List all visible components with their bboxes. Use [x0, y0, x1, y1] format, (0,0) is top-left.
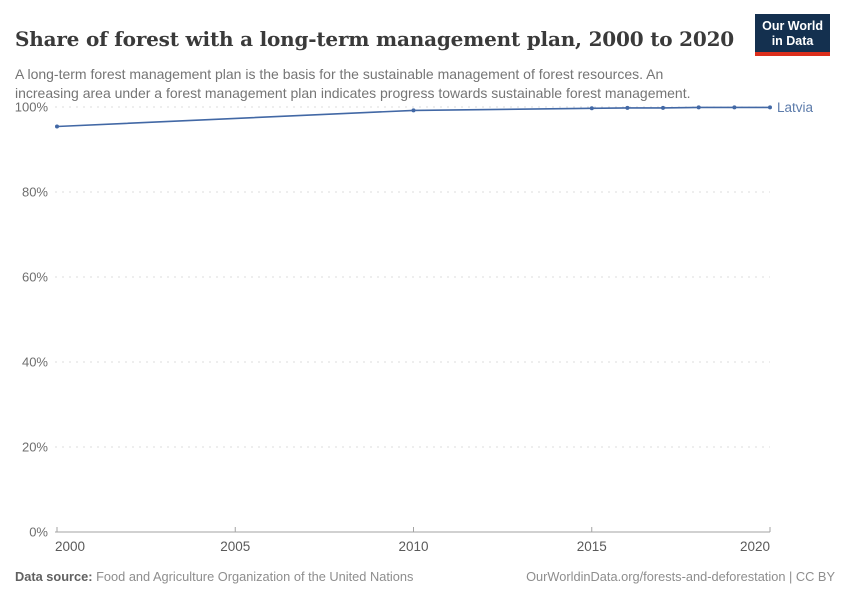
y-tick-label-0: 0% [29, 525, 48, 540]
series-line-latvia[interactable] [56, 106, 771, 128]
x-tick-label-2020: 2020 [740, 539, 770, 554]
owid-logo-line2: in Data [771, 33, 814, 48]
x-tick-label-2000: 2000 [55, 539, 85, 554]
x-tick-label-2005: 2005 [220, 539, 250, 554]
owid-logo[interactable]: Our World in Data [755, 14, 830, 56]
data-point-latvia-2018[interactable] [696, 105, 701, 110]
y-tick-label-20: 20% [22, 440, 48, 455]
series-label-latvia[interactable]: Latvia [777, 100, 814, 115]
data-point-latvia-2017[interactable] [661, 105, 665, 110]
data-point-latvia-2019[interactable] [732, 105, 737, 110]
y-tick-label-60: 60% [22, 270, 48, 285]
data-point-latvia-2000[interactable] [55, 124, 59, 129]
y-tick-label-80: 80% [22, 185, 48, 200]
data-point-latvia-2015[interactable] [589, 106, 594, 111]
y-tick-label-40: 40% [22, 355, 48, 370]
x-tick-label-2010: 2010 [398, 539, 428, 554]
x-tick-label-2015: 2015 [577, 539, 607, 554]
data-point-latvia-2016[interactable] [625, 105, 630, 110]
data-source-label: Data source: [15, 569, 93, 584]
attribution-link[interactable]: OurWorldinData.org/forests-and-deforesta… [526, 569, 835, 584]
page-title: Share of forest with a long-term managem… [15, 27, 735, 52]
owid-logo-line1: Our World [762, 19, 823, 33]
chart-subtitle: A long-term forest management plan is th… [15, 66, 691, 101]
data-source-text: Food and Agriculture Organization of the… [96, 569, 414, 584]
y-tick-label-100: 100% [15, 100, 49, 115]
data-source-note: Data source: Food and Agriculture Organi… [15, 569, 413, 584]
data-point-latvia-2010[interactable] [411, 108, 416, 113]
data-point-latvia-2020[interactable] [768, 105, 772, 110]
